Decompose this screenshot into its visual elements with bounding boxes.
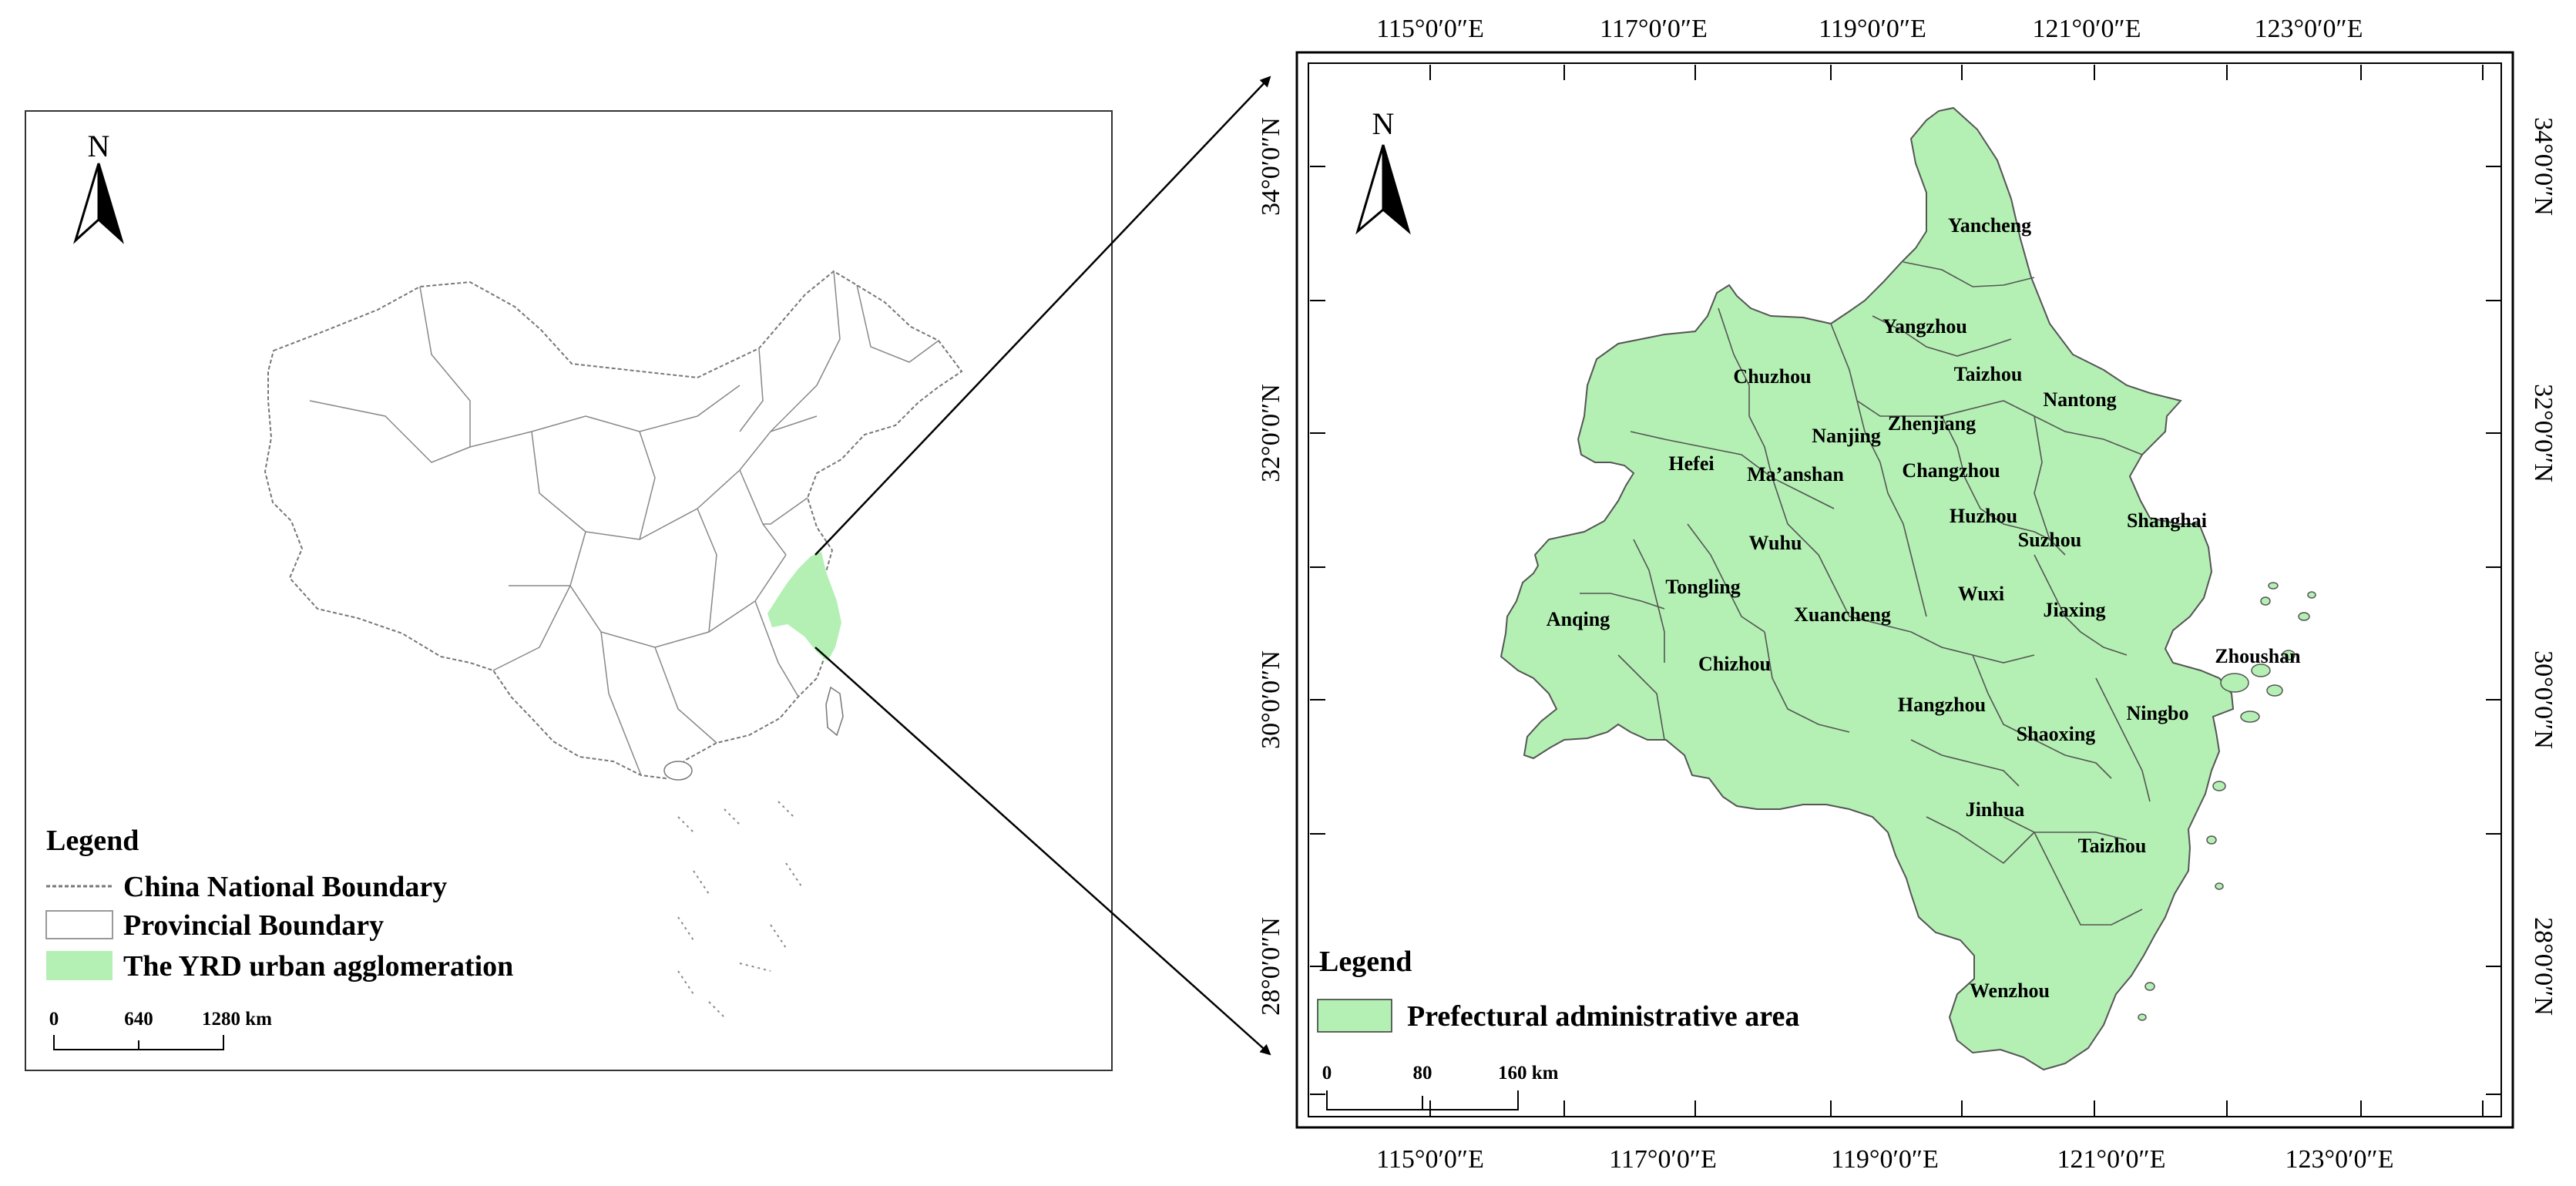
overview-map-panel: N <box>25 110 1113 1071</box>
detail-scale-bar: 0 80 160 km <box>1322 1063 1559 1110</box>
zhoushan-islands <box>2138 582 2316 1021</box>
top-lon-label-115: 115°0′0″E <box>1376 15 1484 43</box>
detail-map-inner-frame <box>1308 62 2502 1117</box>
left-lat-label-34: 34°0′0″N <box>1257 117 1285 216</box>
city-label-shaoxing: Shaoxing <box>2017 723 2096 745</box>
city-label-ningbo: Ningbo <box>2127 702 2189 724</box>
overview-legend: Legend China National Boundary Provincia… <box>45 825 513 983</box>
provincial-boundary-symbol <box>45 910 113 939</box>
city-label-zhenjiang: Zhenjiang <box>1888 412 1976 435</box>
city-label-jiaxing: Jiaxing <box>2044 599 2106 621</box>
detail-legend: Legend Prefectural administrative area <box>1317 946 1799 1033</box>
china-national-boundary <box>264 270 963 780</box>
yrd-region-detail <box>1500 106 2235 1071</box>
city-label-hangzhou: Hangzhou <box>1898 694 1986 716</box>
yrd-region-overview <box>767 552 841 661</box>
yrd-symbol <box>46 951 113 980</box>
overview-north-arrow: N <box>73 129 124 244</box>
city-label-xuancheng: Xuancheng <box>1794 603 1891 626</box>
city-label-chuzhou: Chuzhou <box>1733 365 1811 388</box>
city-label-zhoushan: Zhoushan <box>2215 645 2301 667</box>
city-label-anqing: Anqing <box>1547 608 1610 630</box>
bottom-lon-label-115: 115°0′0″E <box>1376 1145 1484 1174</box>
city-label-yangzhou: Yangzhou <box>1882 315 1967 338</box>
city-label-chizhou: Chizhou <box>1698 653 1771 675</box>
city-label-nanjing: Nanjing <box>1812 425 1881 447</box>
city-label-wenzhou: Wenzhou <box>1970 979 2050 1002</box>
north-arrow-icon-fill <box>97 163 124 244</box>
north-arrow-icon-fill <box>1382 144 1411 235</box>
legend-label-prefectural-area: Prefectural administrative area <box>1407 1000 1799 1033</box>
overview-scale-tick-0: 0 <box>49 1009 59 1030</box>
bottom-lon-label-117: 117°0′0″E <box>1609 1145 1717 1174</box>
overview-scale-tick-2: 1280 km <box>202 1009 272 1030</box>
right-lat-label-30: 30°0′0″N <box>2529 650 2558 749</box>
provincial-boundaries <box>309 270 939 776</box>
overview-scale-tick-1: 640 <box>124 1009 153 1030</box>
city-label-jinhua: Jinhua <box>1966 798 2025 821</box>
left-lat-label-32: 32°0′0″N <box>1257 384 1285 482</box>
detail-scale-tick-0: 0 <box>1322 1063 1332 1084</box>
top-lon-label-121: 121°0′0″E <box>2033 15 2141 43</box>
city-label-yancheng: Yancheng <box>1948 214 2031 237</box>
overview-legend-title: Legend <box>46 825 139 857</box>
prefecture-boundaries <box>1580 261 2151 926</box>
city-label-tongling: Tongling <box>1665 576 1740 598</box>
right-lat-label-32: 32°0′0″N <box>2529 384 2558 482</box>
hainan-island <box>663 761 693 781</box>
right-lat-label-34: 34°0′0″N <box>2529 117 2558 216</box>
city-labels: Yancheng Yangzhou Taizhou Nantong Chuzho… <box>1547 214 2301 1002</box>
overview-north-label: N <box>88 129 110 163</box>
detail-scale-tick-1: 80 <box>1413 1063 1432 1084</box>
overview-scale-bar: 0 640 1280 km <box>49 1009 272 1050</box>
right-latitude-labels: 34°0′0″N 32°0′0″N 30°0′0″N 28°0′0″N <box>2529 117 2558 1016</box>
detail-scale-line <box>1326 1090 1519 1110</box>
left-latitude-labels: 34°0′0″N 32°0′0″N 30°0′0″N 28°0′0″N <box>1257 117 1285 1016</box>
right-lat-label-28: 28°0′0″N <box>2529 917 2558 1016</box>
city-label-wuhu: Wuhu <box>1749 532 1802 554</box>
overview-scale-line <box>53 1035 224 1050</box>
detail-legend-title: Legend <box>1319 946 1412 978</box>
bottom-lon-label-119: 119°0′0″E <box>1831 1145 1939 1174</box>
taiwan-island <box>825 686 844 737</box>
detail-north-arrow: N <box>1355 106 1411 235</box>
legend-label-yrd: The YRD urban agglomeration <box>123 950 513 983</box>
legend-label-provincial-boundary: Provincial Boundary <box>123 909 384 942</box>
south-china-sea-islands <box>677 801 802 1018</box>
city-label-changzhou: Changzhou <box>1902 459 2000 482</box>
detail-map-panel: 115°0′0″E 117°0′0″E 119°0′0″E 121°0′0″E … <box>1257 15 2558 1174</box>
bottom-longitude-labels: 115°0′0″E 117°0′0″E 119°0′0″E 121°0′0″E … <box>1376 1145 2393 1174</box>
detail-scale-tick-2: 160 km <box>1498 1063 1559 1084</box>
city-label-huzhou: Huzhou <box>1950 505 2017 527</box>
bottom-lon-label-123: 123°0′0″E <box>2285 1145 2394 1174</box>
city-label-suzhou: Suzhou <box>2018 529 2081 551</box>
top-longitude-labels: 115°0′0″E 117°0′0″E 119°0′0″E 121°0′0″E … <box>1376 15 2363 43</box>
city-label-shanghai: Shanghai <box>2127 509 2207 532</box>
prefectural-area-symbol <box>1317 999 1392 1033</box>
left-lat-label-28: 28°0′0″N <box>1257 917 1285 1016</box>
top-lon-label-117: 117°0′0″E <box>1600 15 1708 43</box>
legend-label-national-boundary: China National Boundary <box>123 871 447 903</box>
city-label-taizhou-zhejiang: Taizhou <box>2078 835 2147 857</box>
city-label-maanshan: Ma’anshan <box>1747 463 1844 485</box>
city-label-wuxi: Wuxi <box>1958 583 2004 605</box>
city-label-taizhou-jiangsu: Taizhou <box>1954 363 2023 385</box>
connector-arrow-top <box>814 76 1271 556</box>
left-lat-label-30: 30°0′0″N <box>1257 650 1285 749</box>
city-label-hefei: Hefei <box>1668 452 1714 475</box>
detail-north-label: N <box>1372 106 1395 141</box>
bottom-lon-label-121: 121°0′0″E <box>2057 1145 2166 1174</box>
city-label-nantong: Nantong <box>2043 388 2116 411</box>
graticule-ticks <box>1310 65 2501 1116</box>
top-lon-label-119: 119°0′0″E <box>1819 15 1926 43</box>
top-lon-label-123: 123°0′0″E <box>2255 15 2363 43</box>
connector-arrow-bottom <box>814 647 1271 1056</box>
